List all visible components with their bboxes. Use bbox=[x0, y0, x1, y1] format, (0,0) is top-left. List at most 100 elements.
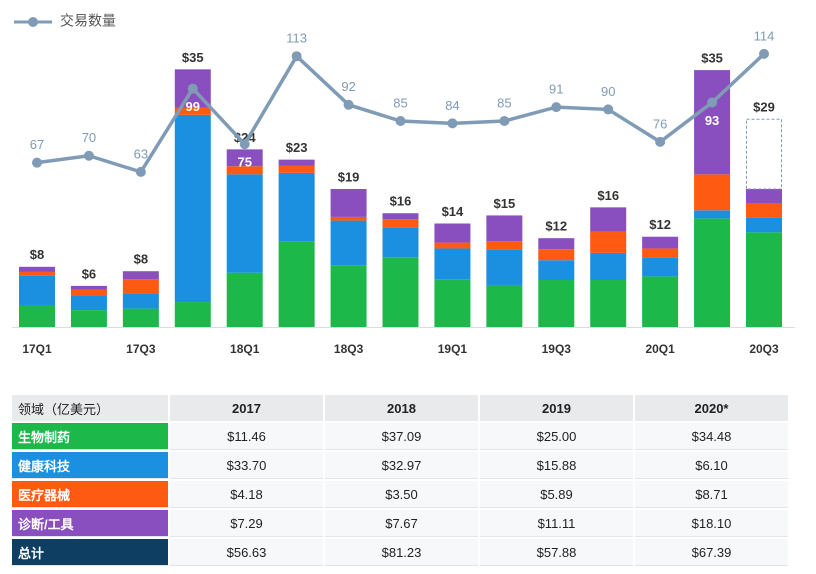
bar-segment bbox=[642, 236, 679, 249]
x-tick-label: 20Q1 bbox=[645, 342, 675, 356]
table-cell: $7.29 bbox=[170, 510, 323, 537]
bar-segment bbox=[278, 165, 315, 173]
bar-segment bbox=[70, 295, 107, 311]
total-label: $6 bbox=[82, 266, 96, 281]
row-label: 医疗器械 bbox=[12, 481, 168, 508]
table-cell: $33.70 bbox=[170, 452, 323, 479]
table-cell: $6.10 bbox=[635, 452, 788, 479]
line-label: 84 bbox=[445, 98, 459, 113]
x-tick-label: 18Q3 bbox=[334, 342, 364, 356]
line-marker bbox=[32, 157, 42, 168]
bar-segment bbox=[694, 210, 731, 219]
line-label: 114 bbox=[754, 28, 775, 43]
line-label: 70 bbox=[82, 130, 96, 145]
table-cell: $18.10 bbox=[635, 510, 788, 537]
total-label: $23 bbox=[286, 140, 308, 155]
line-label: 113 bbox=[286, 31, 307, 46]
row-label: 诊断/工具 bbox=[12, 510, 168, 537]
line-label: 63 bbox=[134, 146, 148, 161]
bar-segment bbox=[590, 280, 627, 327]
table-row: 生物制药 $11.46 $37.09 $25.00 $34.48 bbox=[12, 423, 788, 450]
line-marker bbox=[83, 150, 94, 161]
line-label: 91 bbox=[549, 82, 563, 97]
table-cell: $8.71 bbox=[635, 481, 788, 508]
bar-segment bbox=[434, 248, 471, 280]
table-cell: $7.67 bbox=[325, 510, 478, 537]
table-cell: $81.23 bbox=[325, 539, 478, 566]
table-row: 医疗器械 $4.18 $3.50 $5.89 $8.71 bbox=[12, 481, 788, 508]
table-cell: $37.09 bbox=[325, 423, 478, 450]
table-cell: $11.11 bbox=[480, 510, 633, 537]
data-table: 领域（亿美元） 2017 2018 2019 2020* 生物制药 $11.46 $37.09… bbox=[10, 393, 790, 568]
line-marker bbox=[239, 139, 250, 150]
x-tick-label: 19Q1 bbox=[438, 342, 468, 356]
bar-segment bbox=[330, 265, 367, 327]
table-cell: $5.89 bbox=[480, 481, 633, 508]
bar-segment bbox=[174, 107, 211, 115]
bar-segment bbox=[694, 70, 731, 175]
bar-segment bbox=[434, 223, 471, 243]
bar-segment bbox=[694, 218, 731, 327]
line-marker bbox=[499, 116, 510, 127]
x-tick-label: 20Q3 bbox=[749, 342, 779, 356]
bar-segment bbox=[70, 285, 107, 290]
table-row: 总计 $56.63 $81.23 $57.88 $67.39 bbox=[12, 539, 788, 566]
line-marker bbox=[655, 136, 666, 147]
line-marker bbox=[603, 104, 614, 115]
bar-segment bbox=[278, 241, 315, 327]
bar-segment bbox=[486, 249, 523, 286]
row-label: 生物制药 bbox=[12, 423, 168, 450]
table-cell: $11.46 bbox=[170, 423, 323, 450]
total-label: $12 bbox=[649, 217, 671, 232]
line-label: 90 bbox=[601, 84, 615, 99]
total-label: $12 bbox=[545, 219, 567, 234]
bar-segment bbox=[226, 166, 263, 175]
x-tick-label: 18Q1 bbox=[230, 342, 260, 356]
table-cell: $25.00 bbox=[480, 423, 633, 450]
bar-segment bbox=[590, 207, 627, 232]
bar-segment bbox=[122, 271, 159, 280]
x-tick-label: 19Q3 bbox=[542, 342, 572, 356]
row-label: 健康科技 bbox=[12, 452, 168, 479]
table-cell: $67.39 bbox=[635, 539, 788, 566]
bar-segment bbox=[590, 252, 627, 281]
bar-segment bbox=[486, 241, 523, 250]
table-cell: $56.63 bbox=[170, 539, 323, 566]
header-cell: 2017 bbox=[170, 395, 323, 421]
line-marker bbox=[447, 118, 458, 129]
bar-segment bbox=[174, 302, 211, 327]
bar-segment bbox=[434, 279, 471, 327]
bar-segment bbox=[330, 220, 367, 266]
bar-segment bbox=[19, 271, 55, 276]
bar-segment bbox=[538, 260, 575, 281]
total-label: $35 bbox=[701, 51, 723, 66]
bar-segment bbox=[642, 257, 679, 277]
bar-segment bbox=[278, 172, 315, 242]
total-label: $15 bbox=[494, 196, 516, 211]
bar-segment bbox=[382, 219, 419, 228]
bar-segment bbox=[694, 174, 731, 211]
table-cell: $57.88 bbox=[480, 539, 633, 566]
bar-segment bbox=[122, 308, 159, 327]
bar-segment bbox=[226, 272, 263, 327]
header-cell: 2020* bbox=[635, 395, 788, 421]
bar-segment bbox=[382, 227, 419, 258]
bar-segment bbox=[382, 257, 419, 327]
table-header: 领域（亿美元） 2017 2018 2019 2020* bbox=[12, 395, 788, 421]
table-cell: $4.18 bbox=[170, 481, 323, 508]
table-row: 诊断/工具 $7.29 $7.67 $11.11 $18.10 bbox=[12, 510, 788, 537]
bar-segment bbox=[486, 285, 523, 327]
bar-segment bbox=[278, 159, 315, 166]
line-label: 67 bbox=[30, 137, 44, 152]
total-label: $14 bbox=[442, 204, 464, 219]
bar-segment bbox=[746, 203, 782, 218]
total-label: $8 bbox=[134, 252, 148, 267]
bar-segment bbox=[174, 114, 211, 303]
line-label: 75 bbox=[237, 155, 251, 170]
line-marker bbox=[187, 83, 198, 94]
line-label: 76 bbox=[653, 116, 667, 131]
chart: 交易数量$817Q1$6$817Q3$35$2418Q1$23$1918Q3$1… bbox=[12, 13, 795, 356]
total-label: $29 bbox=[753, 100, 775, 115]
bar-segment bbox=[330, 189, 367, 217]
